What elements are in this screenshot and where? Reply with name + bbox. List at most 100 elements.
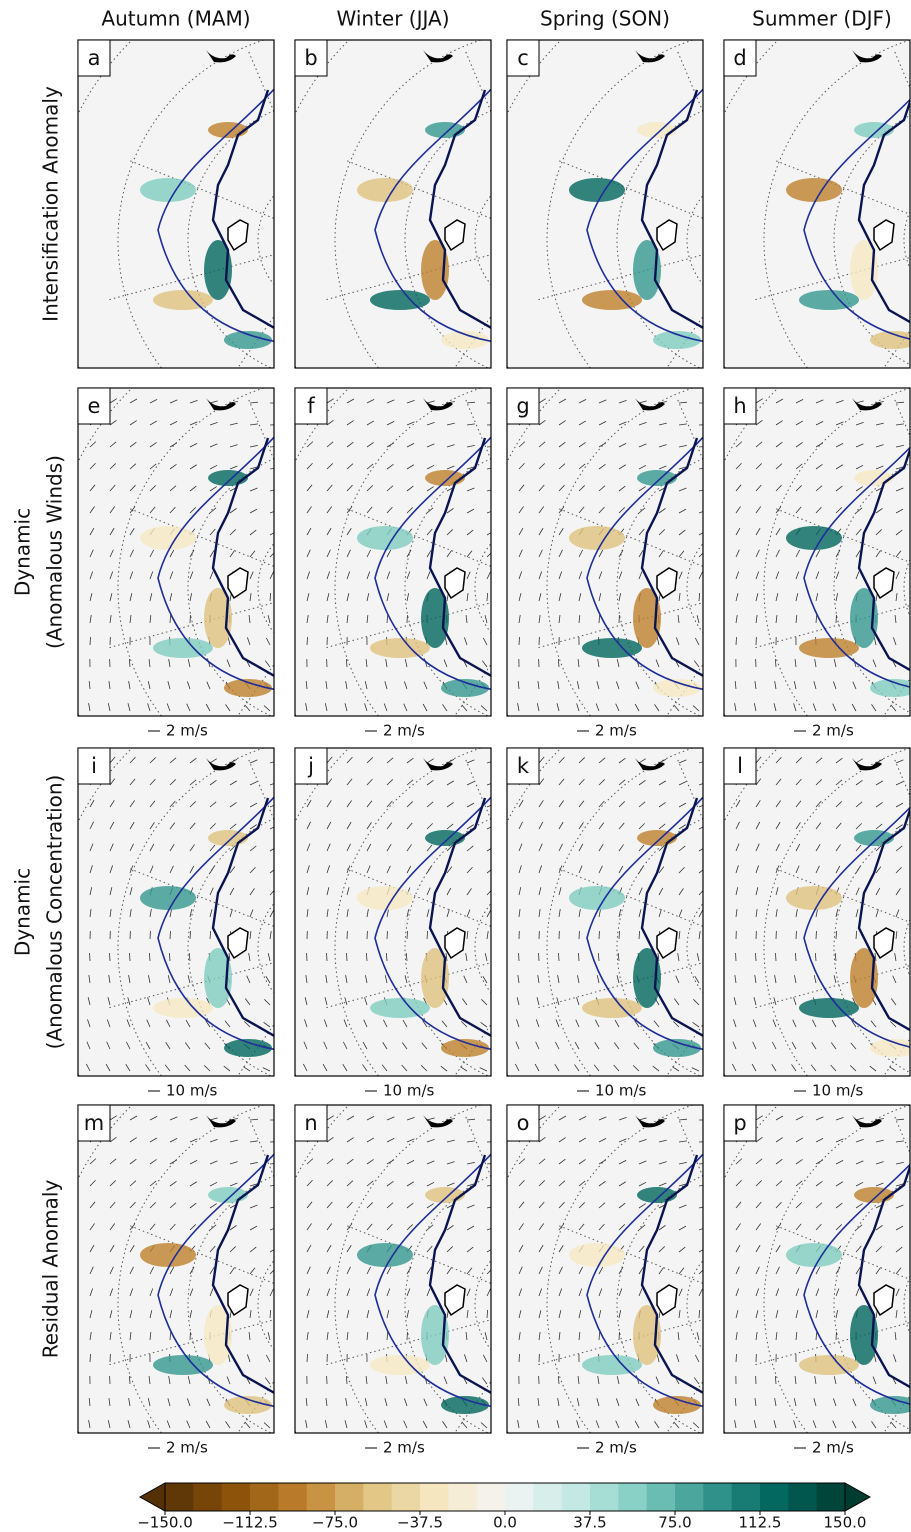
wind-vector xyxy=(169,822,176,830)
wind-vector xyxy=(306,1266,311,1275)
wind-vector xyxy=(88,703,91,712)
meridian xyxy=(247,49,274,114)
anomaly-patch xyxy=(370,290,430,310)
wind-vector xyxy=(795,1332,798,1341)
wind-vector xyxy=(366,593,370,602)
map-panel xyxy=(724,40,910,368)
wind-vector xyxy=(209,1288,214,1297)
wind-vector xyxy=(249,1288,254,1297)
meridian xyxy=(324,1319,491,1366)
wind-vector xyxy=(638,823,645,830)
wind-vector xyxy=(346,865,351,874)
wind-vector xyxy=(209,909,213,918)
wind-vector xyxy=(326,615,329,624)
colorbar-tick-label: −37.5 xyxy=(397,1514,443,1532)
wind-vector xyxy=(484,615,488,624)
wind-vector xyxy=(386,549,392,558)
wind-vector xyxy=(386,399,395,404)
wind-vector xyxy=(795,800,802,808)
anomaly-patch xyxy=(799,638,859,658)
wind-vector xyxy=(89,593,93,602)
wind-vector xyxy=(658,866,665,874)
wind-vector xyxy=(518,1310,522,1319)
wind-vector xyxy=(362,1064,368,1072)
wind-vector xyxy=(89,484,96,492)
wind-vector xyxy=(558,1245,564,1253)
row-label: Intensification Anomaly xyxy=(39,86,63,322)
island xyxy=(227,219,249,252)
wind-vector xyxy=(466,571,471,580)
wind-vector xyxy=(109,800,115,808)
map-panel xyxy=(78,1105,274,1433)
meridian xyxy=(893,757,910,798)
wind-vector xyxy=(426,1160,435,1165)
wind-vector xyxy=(833,659,837,668)
wind-vector xyxy=(775,1310,779,1319)
wind-vector xyxy=(598,506,605,514)
wind-vector xyxy=(189,571,194,580)
meridian xyxy=(753,964,910,1009)
map-panel xyxy=(724,388,910,716)
wind-vector xyxy=(486,552,491,558)
wind-vector xyxy=(577,975,580,984)
wind-vector xyxy=(189,909,193,918)
wind-vector xyxy=(466,931,469,940)
wind-vector xyxy=(446,845,453,852)
wind-vector xyxy=(775,615,778,624)
map-background xyxy=(295,388,491,716)
wind-vector xyxy=(733,997,737,1006)
ice-edge xyxy=(803,1163,910,1405)
wind-vector xyxy=(795,506,802,514)
wind-vector xyxy=(618,1224,626,1231)
ice-edge xyxy=(586,796,703,1050)
wind-vector xyxy=(678,423,687,426)
wind-vector xyxy=(875,866,882,874)
wind-vector xyxy=(209,844,216,852)
wind-vector xyxy=(306,1310,310,1319)
coastline xyxy=(428,797,491,1038)
wind-vector xyxy=(774,975,777,984)
anomaly-patch xyxy=(224,331,272,349)
wind-vector xyxy=(792,1019,797,1028)
anomaly-patch xyxy=(653,679,701,697)
wind-vector xyxy=(618,865,624,874)
wind-vector xyxy=(795,485,803,492)
wind-vector xyxy=(875,1182,884,1187)
wind-vector xyxy=(366,420,375,426)
anomaly-patch xyxy=(357,1243,413,1267)
wind-vector xyxy=(326,571,331,580)
wind-vector xyxy=(324,1420,328,1429)
wind-vector xyxy=(128,658,131,668)
anomaly-patch xyxy=(140,886,196,910)
wind-vector xyxy=(830,1042,837,1050)
wind-vector xyxy=(598,1331,601,1341)
wind-vector xyxy=(209,528,216,536)
wind-vector xyxy=(578,909,581,918)
wind-vector xyxy=(129,843,134,852)
wind-vector xyxy=(109,615,112,624)
wind-vector xyxy=(698,931,701,940)
south-america xyxy=(635,1115,665,1128)
wind-vector xyxy=(578,1202,586,1209)
wind-vector xyxy=(656,637,660,646)
scale-label: 2 m/s xyxy=(595,722,637,740)
wind-vector xyxy=(386,1223,393,1231)
wind-vector xyxy=(518,636,520,646)
wind-vector xyxy=(346,1180,354,1187)
anomaly-patch xyxy=(425,470,465,486)
wind-vector xyxy=(658,1267,664,1275)
wind-vector xyxy=(676,637,680,646)
wind-vector xyxy=(538,865,542,874)
meridian xyxy=(753,604,910,649)
wind-vector xyxy=(209,779,217,786)
wind-vector xyxy=(835,399,844,404)
wind-vector xyxy=(189,1159,198,1165)
wind-vector xyxy=(793,703,797,712)
wind-vector xyxy=(538,1310,542,1319)
wind-vector xyxy=(538,887,542,896)
wind-vector xyxy=(249,909,254,918)
map-panel xyxy=(78,748,274,1076)
wind-vector xyxy=(735,1244,741,1253)
wind-vector xyxy=(269,552,274,558)
meridian xyxy=(324,602,491,649)
